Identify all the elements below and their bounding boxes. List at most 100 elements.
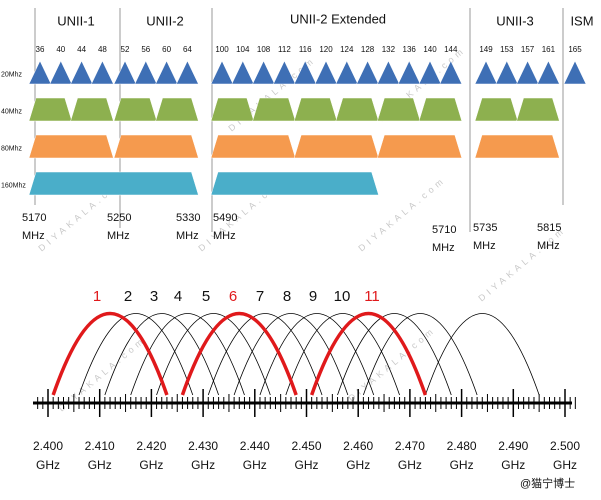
width-label: 160Mhz (1, 182, 26, 189)
credit: @猫宁博士 (520, 476, 575, 490)
channel-label: 9 (309, 288, 317, 305)
channel-block (155, 97, 199, 122)
frequency-label: 2.500 (550, 439, 580, 453)
channel-block (356, 60, 379, 85)
channel-number: 124 (340, 45, 354, 54)
channel-block (377, 134, 463, 159)
frequency-unit: MHz (537, 240, 560, 252)
channel-number: 161 (542, 45, 556, 54)
channel-block (210, 171, 379, 196)
frequency-label: 5330 (176, 212, 200, 224)
channel-number: 100 (215, 45, 229, 54)
frequency-unit: MHz (473, 240, 496, 252)
frequency-label: 5250 (107, 212, 131, 224)
frequency-unit: GHz (243, 458, 267, 472)
channel-block (474, 60, 498, 85)
channel-number: 120 (319, 45, 333, 54)
channel-block (113, 134, 199, 159)
channel-number: 44 (77, 45, 86, 54)
channel-number: 60 (162, 45, 171, 54)
channel-number: 136 (403, 45, 417, 54)
frequency-unit: MHz (213, 230, 236, 242)
channel-label: 2 (124, 288, 132, 305)
channel-block (28, 171, 199, 196)
channel-curve (425, 313, 540, 396)
channel-block (28, 97, 73, 122)
channel-block (418, 60, 442, 85)
channel-block (28, 134, 114, 159)
channel-label: 3 (150, 288, 158, 305)
frequency-label: 5815 (537, 222, 561, 234)
channel-curve (233, 313, 349, 396)
frequency-label: 2.450 (291, 439, 321, 453)
channel-number: 149 (479, 45, 493, 54)
channel-number: 104 (236, 45, 250, 54)
channel-block (210, 134, 296, 159)
frequency-unit: MHz (176, 230, 199, 242)
channel-block (252, 97, 296, 122)
frequency-unit: MHz (22, 230, 45, 242)
channel-label: 11 (364, 288, 380, 305)
channel-block (210, 60, 234, 85)
channel-curve (180, 312, 298, 396)
channel-block (516, 97, 560, 122)
channel-number: 48 (98, 45, 107, 54)
frequency-label: 2.400 (33, 439, 63, 453)
frequency-label: 2.430 (188, 439, 218, 453)
channel-number: 157 (521, 45, 535, 54)
frequency-unit: GHz (501, 458, 525, 472)
channel-block (537, 60, 560, 85)
frequency-label: 2.440 (240, 439, 270, 453)
band-title: UNII-1 (57, 13, 95, 28)
band-title: UNII-2 (146, 13, 184, 28)
channel-block (418, 97, 463, 122)
channel-number: 153 (500, 45, 514, 54)
channel-number: 128 (361, 45, 375, 54)
channel-block (495, 60, 519, 85)
channel-block (439, 60, 463, 85)
channel-block (49, 60, 73, 85)
frequency-label: 2.460 (343, 439, 373, 453)
channel-number: 112 (278, 45, 291, 54)
channel-number: 108 (257, 45, 271, 54)
channel-curve (285, 313, 400, 396)
channel-label: 4 (174, 288, 182, 305)
band-title: UNII-3 (496, 13, 534, 28)
channel-block (155, 60, 178, 85)
channel-block (91, 60, 114, 85)
frequency-label: 2.480 (447, 439, 477, 453)
width-label: 80Mhz (1, 145, 23, 152)
channel-block (252, 60, 275, 85)
frequency-label: 2.420 (136, 439, 166, 453)
channel-block (134, 60, 158, 85)
channel-number: 52 (121, 45, 130, 54)
channel-block (335, 97, 379, 122)
channel-label: 10 (334, 288, 351, 305)
frequency-label: 5735 (473, 222, 497, 234)
channel-block (397, 60, 421, 85)
frequency-unit: GHz (398, 458, 422, 472)
channel-curve (104, 313, 219, 396)
channel-number: 64 (183, 45, 192, 54)
channel-number: 36 (36, 45, 45, 54)
channel-curve (362, 313, 478, 396)
channel-number: 56 (141, 45, 150, 54)
frequency-unit: GHz (295, 458, 319, 472)
channel-block (474, 97, 519, 122)
frequency-label: 2.470 (395, 439, 425, 453)
channel-block (335, 60, 359, 85)
channel-block (563, 60, 587, 85)
frequency-label: 5710 (432, 224, 456, 236)
channel-number: 132 (382, 45, 396, 54)
frequency-unit: GHz (553, 458, 577, 472)
frequency-label: 2.490 (498, 439, 528, 453)
channel-block (293, 97, 338, 122)
channel-curve (259, 313, 375, 396)
channel-block (377, 60, 400, 85)
channel-block (293, 60, 317, 85)
frequency-unit: GHz (88, 458, 112, 472)
channel-curve (130, 313, 245, 396)
channel-block (474, 134, 560, 159)
frequency-unit: GHz (191, 458, 215, 472)
